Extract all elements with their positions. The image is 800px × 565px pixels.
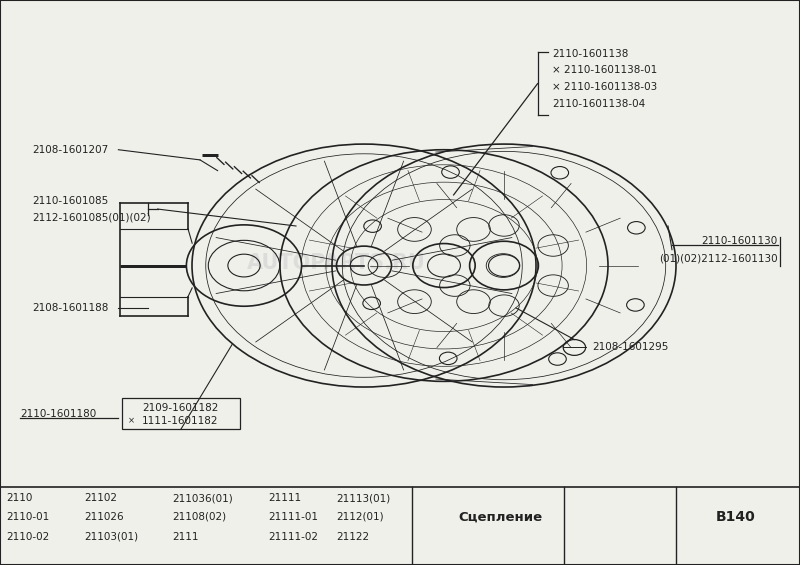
- Text: 21111-01: 21111-01: [268, 512, 318, 522]
- Text: 2110-1601138-04: 2110-1601138-04: [552, 99, 646, 109]
- Text: × 2110-1601138-03: × 2110-1601138-03: [552, 82, 658, 92]
- Text: 21122: 21122: [336, 532, 369, 542]
- Text: Сцепление: Сцепление: [458, 510, 542, 524]
- Text: 21103(01): 21103(01): [84, 532, 138, 542]
- Text: 2109-1601182: 2109-1601182: [142, 403, 219, 412]
- Text: 2110-01: 2110-01: [6, 512, 50, 522]
- Text: 21113(01): 21113(01): [336, 493, 390, 503]
- Text: 2108-1601295: 2108-1601295: [592, 342, 668, 353]
- Text: 2108-1601207: 2108-1601207: [32, 145, 108, 155]
- Text: 211036(01): 211036(01): [172, 493, 233, 503]
- Text: × 2110-1601138-01: × 2110-1601138-01: [552, 65, 658, 75]
- Text: 2110-02: 2110-02: [6, 532, 50, 542]
- Text: B140: B140: [716, 510, 756, 524]
- Text: AUTOPARTS.RU: AUTOPARTS.RU: [246, 253, 426, 273]
- Text: 2110-1601180: 2110-1601180: [20, 409, 96, 419]
- Text: (01)(02)2112-1601130: (01)(02)2112-1601130: [659, 253, 778, 263]
- Text: 2110-1601085: 2110-1601085: [32, 195, 108, 206]
- Text: 2108-1601188: 2108-1601188: [32, 303, 108, 313]
- Text: 2110-1601130: 2110-1601130: [702, 236, 778, 246]
- Text: 21108(02): 21108(02): [172, 512, 226, 522]
- Text: 2112(01): 2112(01): [336, 512, 384, 522]
- Text: 211026: 211026: [84, 512, 124, 522]
- Text: 21111: 21111: [268, 493, 301, 503]
- Text: 1111-1601182: 1111-1601182: [142, 416, 218, 425]
- Bar: [122, 398, 240, 429]
- Text: 2112-1601085(01)(02): 2112-1601085(01)(02): [32, 212, 150, 223]
- Text: 2110-1601138: 2110-1601138: [552, 49, 628, 59]
- Text: 21102: 21102: [84, 493, 117, 503]
- Text: ×: ×: [128, 416, 135, 425]
- Text: 2111: 2111: [172, 532, 198, 542]
- Text: 2110: 2110: [6, 493, 33, 503]
- Text: 21111-02: 21111-02: [268, 532, 318, 542]
